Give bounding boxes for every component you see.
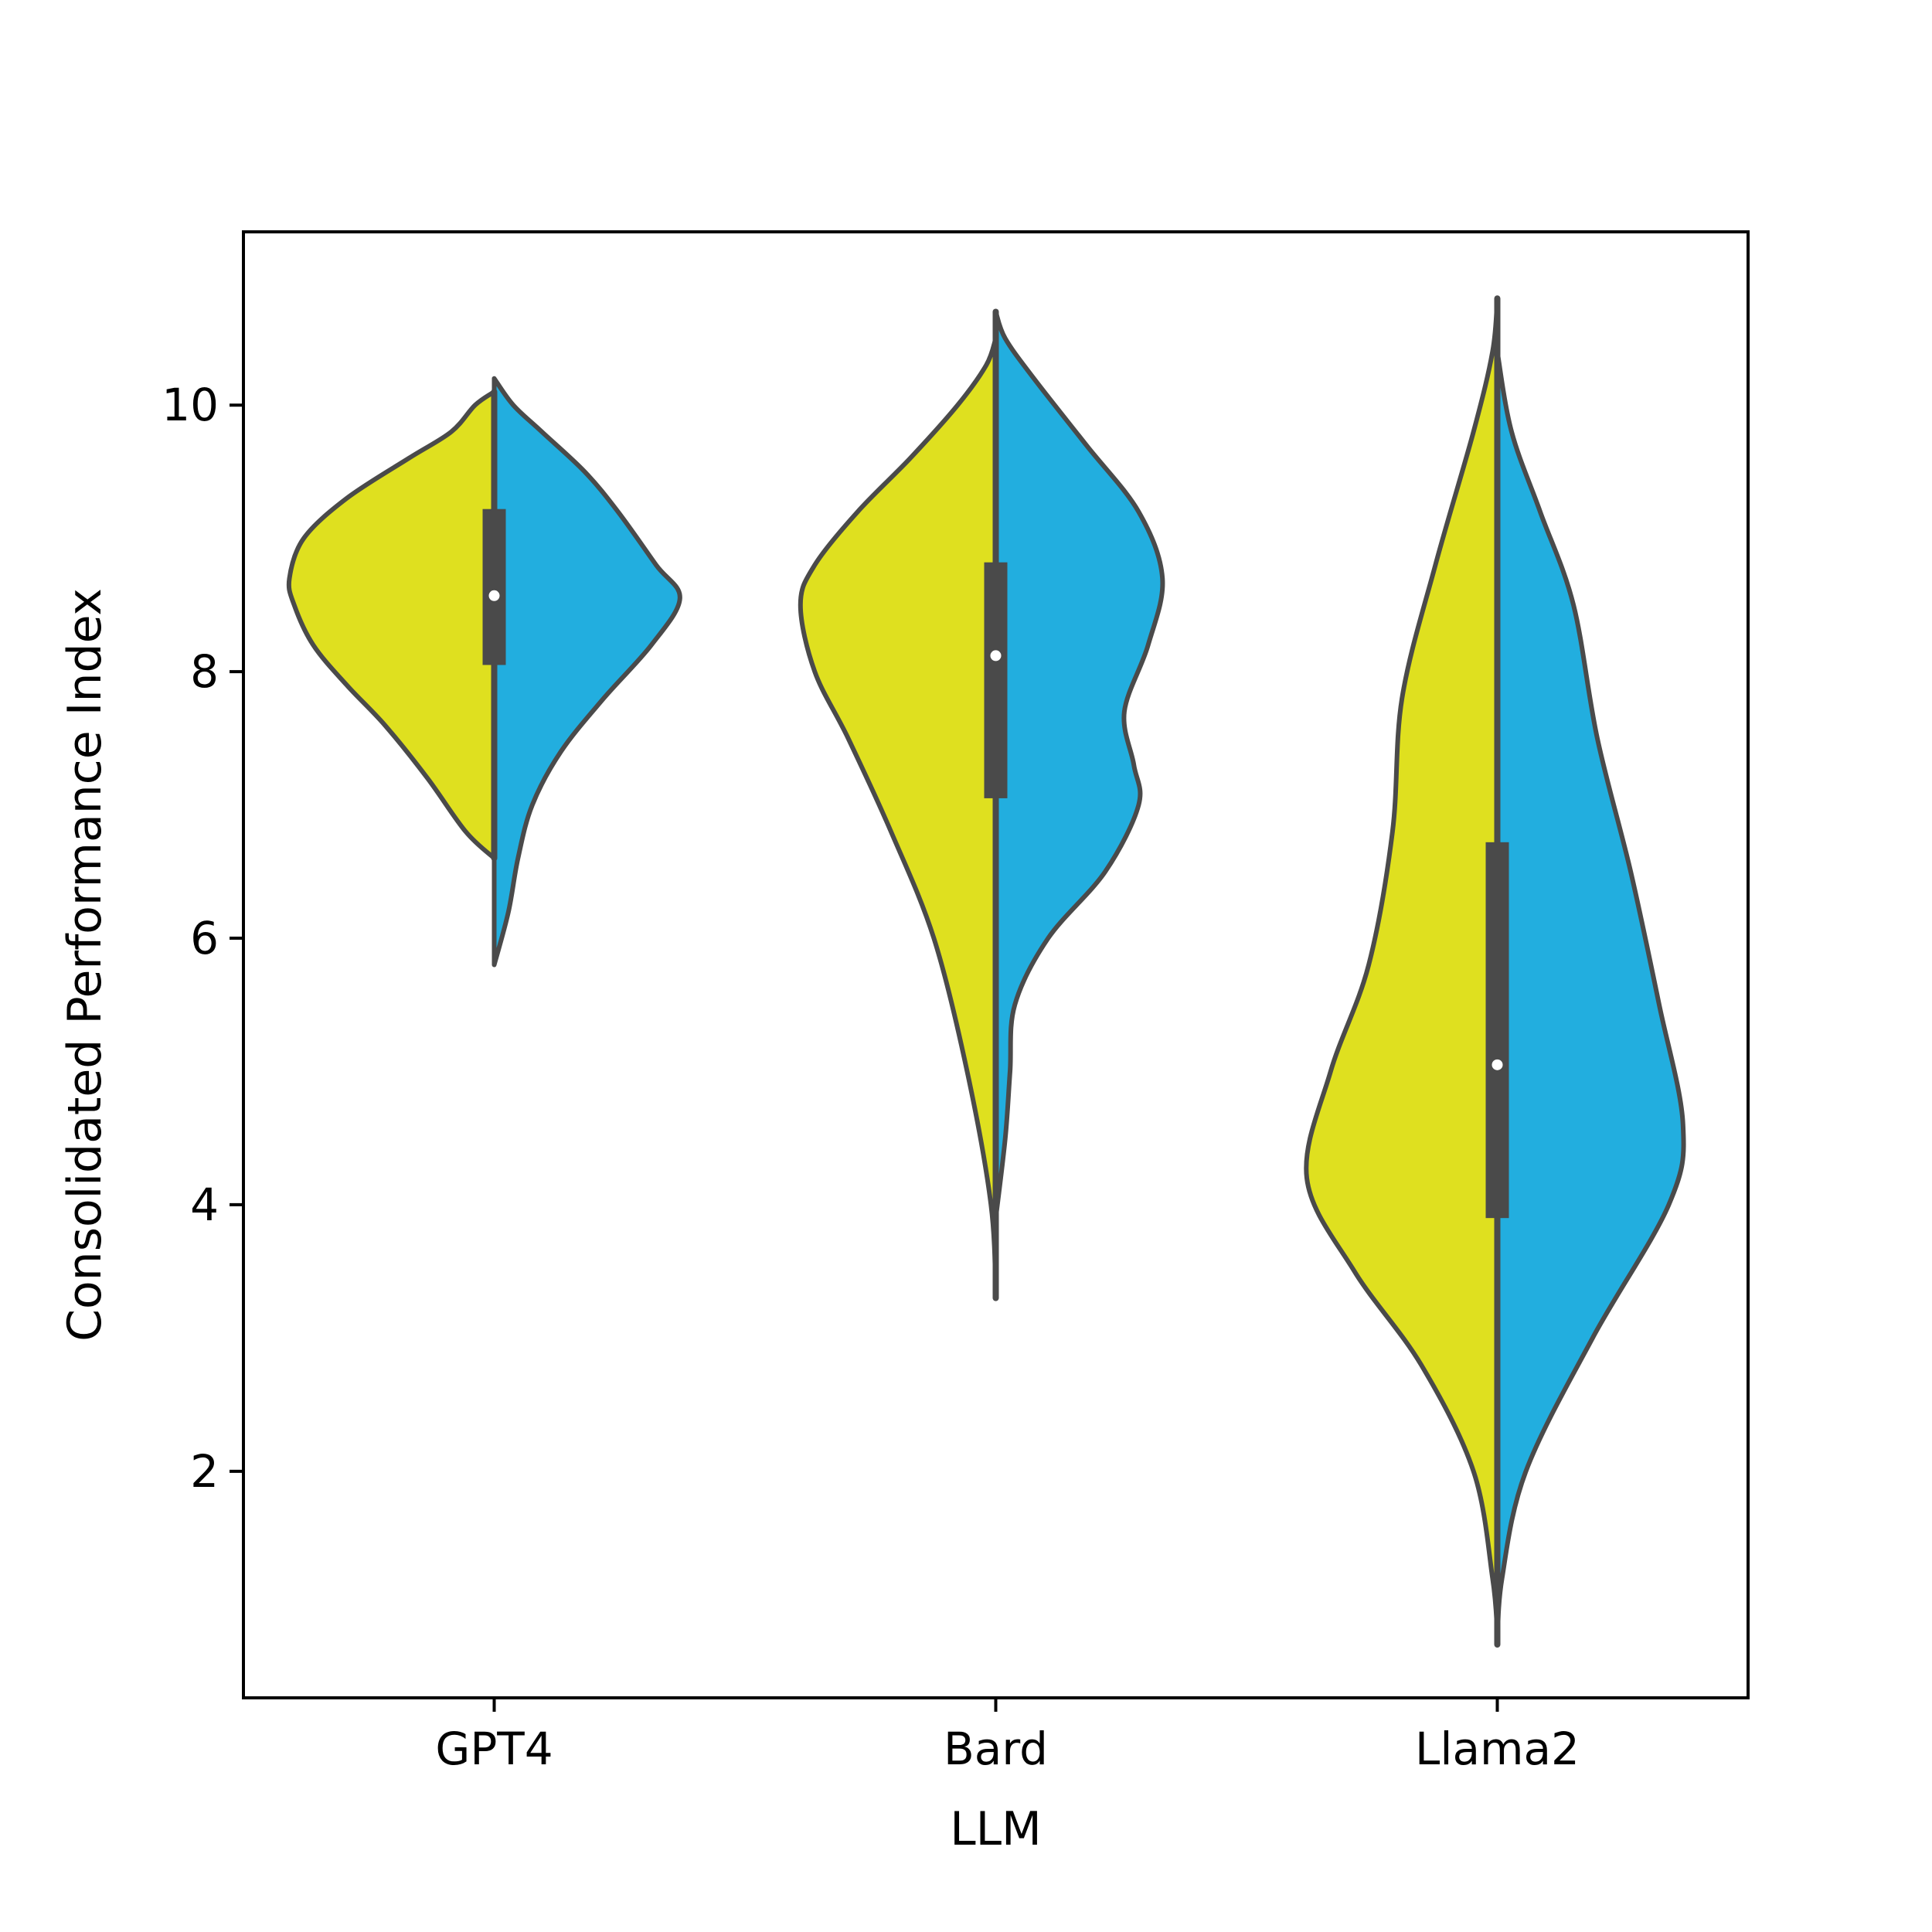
median-dot-gpt4 [488, 590, 500, 601]
median-dot-bard [990, 650, 1002, 662]
y-axis: 2 4 6 8 10 [162, 379, 243, 1498]
x-axis-label: LLM [950, 1802, 1042, 1856]
y-tick-label-10: 10 [162, 379, 219, 431]
y-tick-label-2: 2 [190, 1445, 219, 1498]
y-axis-label: Consolidated Performance Index [58, 588, 112, 1342]
violin-llama2-right [1495, 349, 1686, 1647]
median-dot-llama2 [1492, 1059, 1503, 1070]
x-tick-label-llama2: Llama2 [1415, 1723, 1580, 1775]
iqr-box-llama2 [1485, 842, 1509, 1219]
violin-gpt4-right [492, 376, 682, 968]
violin-bard-left [798, 336, 998, 1301]
violin-llama2-left [1304, 296, 1500, 1634]
boxes-layer [482, 295, 1509, 1648]
violins-layer [286, 296, 1686, 1647]
violin-bard-right [993, 309, 1165, 1221]
y-tick-label-8: 8 [190, 645, 219, 698]
violin-gpt4-left [286, 389, 497, 861]
y-tick-label-6: 6 [190, 912, 219, 964]
iqr-box-gpt4 [482, 509, 506, 665]
x-tick-label-bard: Bard [944, 1723, 1048, 1775]
x-tick-label-gpt4: GPT4 [435, 1723, 553, 1775]
y-tick-label-4: 4 [190, 1179, 219, 1231]
iqr-box-bard [984, 562, 1008, 798]
x-axis: GPT4 Bard Llama2 [435, 1698, 1580, 1775]
